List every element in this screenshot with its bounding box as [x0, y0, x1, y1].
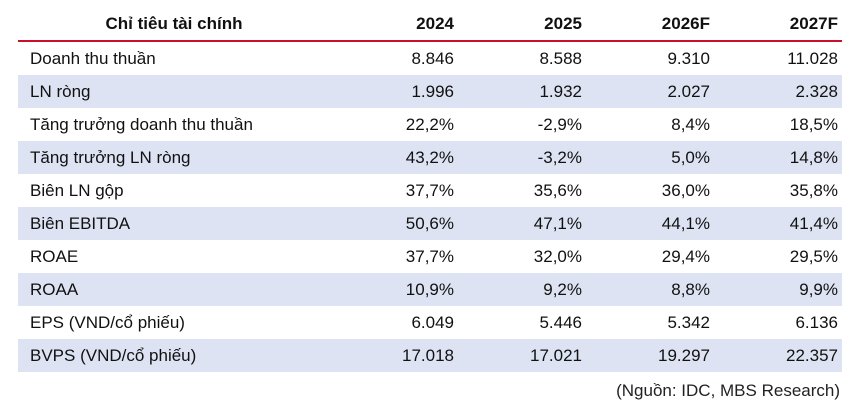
cell-value: 9.310 — [667, 48, 710, 68]
row-label: EPS (VND/cổ phiếu) — [30, 312, 185, 332]
cell-value: 22,2% — [405, 114, 454, 134]
row-label: Biên LN gộp — [30, 180, 124, 200]
row-label: Tăng trưởng LN ròng — [30, 147, 191, 167]
cell-value: 35,6% — [533, 180, 582, 200]
cell-value: 29,5% — [789, 246, 838, 266]
table-row: BVPS (VND/cổ phiếu) 17.018 17.021 19.297… — [18, 339, 842, 372]
table-row: Doanh thu thuần 8.846 8.588 9.310 11.028 — [18, 41, 842, 75]
cell-value: 2.328 — [795, 81, 838, 101]
cell-value: 37,7% — [405, 180, 454, 200]
table-row: ROAA 10,9% 9,2% 8,8% 9,9% — [18, 273, 842, 306]
table-row: Biên LN gộp 37,7% 35,6% 36,0% 35,8% — [18, 174, 842, 207]
row-label: ROAA — [30, 279, 79, 299]
table-row: Biên EBITDA 50,6% 47,1% 44,1% 41,4% — [18, 207, 842, 240]
cell-value: 47,1% — [533, 213, 582, 233]
cell-value: 17.021 — [530, 345, 582, 365]
cell-value: 1.932 — [539, 81, 582, 101]
cell-value: 35,8% — [789, 180, 838, 200]
table-row: Tăng trưởng doanh thu thuần 22,2% -2,9% … — [18, 108, 842, 141]
cell-value: 2.027 — [667, 81, 710, 101]
row-label: LN ròng — [30, 81, 91, 101]
cell-value: -2,9% — [537, 114, 582, 134]
cell-value: 43,2% — [405, 147, 454, 167]
table-row: EPS (VND/cổ phiếu) 6.049 5.446 5.342 6.1… — [18, 306, 842, 339]
cell-value: 5.446 — [539, 312, 582, 332]
cell-value: 18,5% — [789, 114, 838, 134]
cell-value: 14,8% — [789, 147, 838, 167]
financial-indicators-table: Chỉ tiêu tài chính 2024 2025 2026F 2027F… — [18, 8, 842, 372]
cell-value: 50,6% — [405, 213, 454, 233]
cell-value: 1.996 — [411, 81, 454, 101]
table-row: LN ròng 1.996 1.932 2.027 2.328 — [18, 75, 842, 108]
cell-value: 8.846 — [411, 48, 454, 68]
header-2024: 2024 — [416, 14, 454, 33]
cell-value: 10,9% — [405, 279, 454, 299]
header-indicator: Chỉ tiêu tài chính — [105, 14, 243, 33]
cell-value: 11.028 — [787, 48, 838, 68]
row-label: Doanh thu thuần — [30, 48, 156, 68]
cell-value: -3,2% — [537, 147, 582, 167]
cell-value: 17.018 — [402, 345, 454, 365]
cell-value: 19.297 — [658, 345, 710, 365]
row-label: Biên EBITDA — [30, 213, 131, 233]
cell-value: 6.049 — [411, 312, 454, 332]
cell-value: 29,4% — [661, 246, 710, 266]
cell-value: 44,1% — [661, 213, 710, 233]
cell-value: 8.588 — [539, 48, 582, 68]
table-row: Tăng trưởng LN ròng 43,2% -3,2% 5,0% 14,… — [18, 141, 842, 174]
header-2027f: 2027F — [789, 14, 838, 33]
cell-value: 9,2% — [543, 279, 582, 299]
row-label: ROAE — [30, 246, 79, 266]
cell-value: 5.342 — [667, 312, 710, 332]
cell-value: 8,8% — [671, 279, 710, 299]
table-header-row: Chỉ tiêu tài chính 2024 2025 2026F 2027F — [18, 8, 842, 41]
table-row: ROAE 37,7% 32,0% 29,4% 29,5% — [18, 240, 842, 273]
row-label: BVPS (VND/cổ phiếu) — [30, 345, 197, 365]
cell-value: 32,0% — [533, 246, 582, 266]
cell-value: 6.136 — [795, 312, 838, 332]
cell-value: 41,4% — [789, 213, 838, 233]
cell-value: 37,7% — [405, 246, 454, 266]
cell-value: 22.357 — [786, 345, 838, 365]
cell-value: 8,4% — [671, 114, 710, 134]
header-2026f: 2026F — [661, 14, 710, 33]
cell-value: 5,0% — [671, 147, 710, 167]
row-label: Tăng trưởng doanh thu thuần — [30, 114, 253, 134]
source-note: (Nguồn: IDC, MBS Research) — [616, 381, 840, 400]
cell-value: 36,0% — [661, 180, 710, 200]
cell-value: 9,9% — [799, 279, 838, 299]
header-2025: 2025 — [544, 14, 582, 33]
